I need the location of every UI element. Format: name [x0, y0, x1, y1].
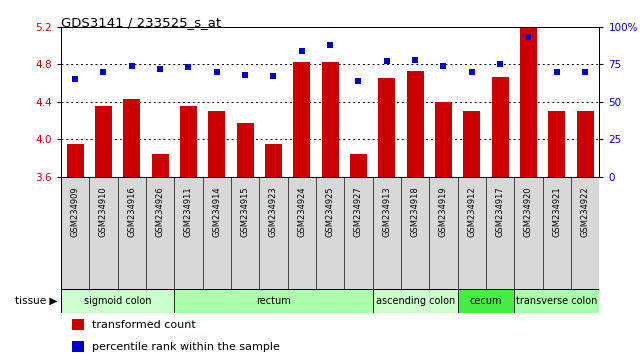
Point: [240, 72, 250, 78]
Point: [580, 69, 590, 75]
Text: GSM234916: GSM234916: [128, 186, 137, 237]
Text: GSM234915: GSM234915: [240, 186, 249, 236]
Text: GSM234910: GSM234910: [99, 186, 108, 236]
Text: GSM234923: GSM234923: [269, 186, 278, 237]
Point: [183, 64, 194, 70]
Bar: [350, 154, 367, 177]
Text: GSM234909: GSM234909: [71, 186, 79, 236]
Bar: [486, 177, 514, 289]
Text: ascending colon: ascending colon: [376, 296, 454, 306]
Bar: [463, 111, 480, 177]
Bar: [265, 144, 282, 177]
Bar: [458, 177, 486, 289]
Bar: [401, 177, 429, 289]
Bar: [429, 177, 458, 289]
Bar: [61, 289, 174, 313]
Point: [467, 69, 477, 75]
Bar: [95, 107, 112, 177]
Point: [381, 58, 392, 64]
Text: GSM234921: GSM234921: [553, 186, 562, 236]
Bar: [67, 144, 83, 177]
Bar: [203, 177, 231, 289]
Bar: [577, 111, 594, 177]
Bar: [151, 154, 169, 177]
Bar: [548, 111, 565, 177]
Bar: [322, 62, 338, 177]
Point: [495, 61, 505, 67]
Bar: [231, 177, 259, 289]
Point: [212, 69, 222, 75]
Point: [438, 63, 449, 69]
Text: cecum: cecum: [470, 296, 503, 306]
Bar: [259, 177, 288, 289]
Bar: [294, 62, 310, 177]
Bar: [180, 105, 197, 177]
Text: GSM234925: GSM234925: [326, 186, 335, 236]
Point: [353, 78, 363, 84]
Bar: [316, 177, 344, 289]
Bar: [208, 111, 225, 177]
Bar: [372, 289, 458, 313]
Bar: [72, 341, 83, 352]
Text: GSM234920: GSM234920: [524, 186, 533, 236]
Bar: [492, 77, 509, 177]
Text: GSM234917: GSM234917: [495, 186, 504, 237]
Bar: [520, 28, 537, 177]
Bar: [174, 289, 372, 313]
Bar: [406, 71, 424, 177]
Bar: [89, 177, 117, 289]
Point: [410, 57, 420, 62]
Text: GSM234926: GSM234926: [156, 186, 165, 237]
Bar: [117, 177, 146, 289]
Bar: [288, 177, 316, 289]
Point: [127, 63, 137, 69]
Text: tissue ▶: tissue ▶: [15, 296, 58, 306]
Point: [325, 42, 335, 47]
Text: GSM234922: GSM234922: [581, 186, 590, 236]
Bar: [514, 177, 543, 289]
Text: GSM234914: GSM234914: [212, 186, 221, 236]
Text: GSM234913: GSM234913: [382, 186, 391, 237]
Text: GSM234924: GSM234924: [297, 186, 306, 236]
Bar: [458, 289, 514, 313]
Text: GSM234918: GSM234918: [411, 186, 420, 237]
Bar: [514, 289, 599, 313]
Point: [70, 76, 80, 82]
Point: [269, 73, 279, 79]
Bar: [378, 78, 395, 177]
Bar: [344, 177, 372, 289]
Text: sigmoid colon: sigmoid colon: [84, 296, 151, 306]
Text: GSM234927: GSM234927: [354, 186, 363, 237]
Bar: [543, 177, 571, 289]
Bar: [174, 177, 203, 289]
Text: GSM234912: GSM234912: [467, 186, 476, 236]
Text: percentile rank within the sample: percentile rank within the sample: [92, 342, 279, 352]
Bar: [61, 177, 89, 289]
Point: [297, 48, 307, 53]
Bar: [146, 177, 174, 289]
Bar: [237, 124, 254, 177]
Text: GSM234911: GSM234911: [184, 186, 193, 236]
Point: [98, 69, 108, 75]
Bar: [123, 99, 140, 177]
Text: GSM234919: GSM234919: [439, 186, 448, 236]
Point: [552, 69, 562, 75]
Point: [155, 66, 165, 72]
Text: rectum: rectum: [256, 296, 291, 306]
Text: transverse colon: transverse colon: [516, 296, 597, 306]
Bar: [372, 177, 401, 289]
Bar: [72, 319, 83, 330]
Bar: [435, 102, 452, 177]
Text: GDS3141 / 233525_s_at: GDS3141 / 233525_s_at: [61, 16, 221, 29]
Text: transformed count: transformed count: [92, 320, 196, 330]
Bar: [571, 177, 599, 289]
Point: [523, 34, 533, 40]
